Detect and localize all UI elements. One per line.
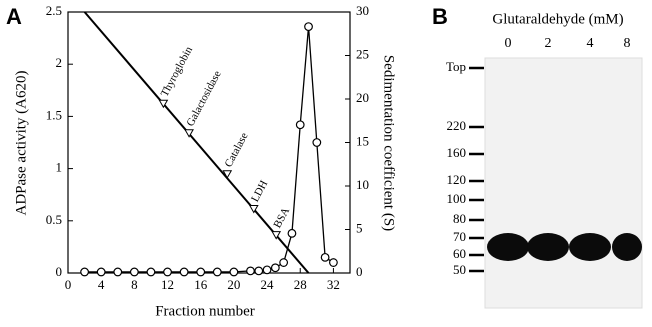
size-marker: 220 — [447, 118, 467, 133]
x-axis-label: Fraction number — [155, 303, 255, 319]
data-point — [272, 264, 280, 272]
lane-label: 8 — [624, 36, 631, 51]
y2-tick-label: 15 — [356, 133, 369, 148]
band — [569, 233, 611, 261]
x-tick-label: 28 — [294, 277, 307, 292]
data-point — [97, 268, 105, 276]
y2-tick-label: 10 — [356, 177, 369, 192]
panel-label: A — [6, 4, 22, 29]
figure: A B Fraction number ADPase activity (A62… — [0, 0, 652, 327]
size-marker: 80 — [453, 211, 466, 226]
panel-label: B — [432, 4, 448, 29]
x-tick-label: 24 — [261, 277, 275, 292]
data-point — [81, 268, 89, 276]
data-point — [114, 268, 122, 276]
x-tick-label: 16 — [194, 277, 208, 292]
y2-axis-label: Sedimentation coefficient (S) — [381, 55, 397, 231]
data-point — [330, 259, 338, 267]
size-marker: 70 — [453, 229, 466, 244]
size-marker: 120 — [447, 172, 467, 187]
y2-tick-label: 25 — [356, 46, 369, 61]
data-point — [247, 267, 255, 275]
size-marker: Top — [446, 59, 466, 74]
y-tick-label: 0 — [56, 264, 63, 279]
data-point — [280, 259, 288, 267]
data-point — [313, 139, 321, 147]
size-marker: 160 — [447, 145, 467, 160]
data-point — [180, 268, 188, 276]
y-tick-label: 2.5 — [46, 3, 62, 18]
x-tick-label: 4 — [98, 277, 105, 292]
lane-label: 2 — [545, 36, 552, 51]
standard-label: LDH — [249, 178, 270, 204]
data-point — [255, 267, 263, 275]
x-tick-label: 32 — [327, 277, 340, 292]
y-tick-label: 0.5 — [46, 212, 62, 227]
data-point — [131, 268, 139, 276]
gel — [485, 58, 642, 308]
band — [612, 233, 642, 261]
data-point — [296, 121, 304, 129]
band — [487, 233, 529, 261]
data-point — [147, 268, 155, 276]
data-point — [263, 266, 271, 274]
y2-tick-label: 0 — [356, 264, 363, 279]
y2-tick-label: 30 — [356, 3, 369, 18]
x-tick-label: 0 — [65, 277, 72, 292]
data-point — [213, 268, 221, 276]
standard-label: Catalase — [223, 131, 251, 170]
y-tick-label: 1.5 — [46, 107, 62, 122]
lane-label: 4 — [587, 36, 594, 51]
data-point — [288, 230, 296, 238]
y-tick-label: 1 — [56, 160, 63, 175]
y-axis-label: ADPase activity (A620) — [13, 71, 29, 216]
size-marker: 100 — [447, 191, 467, 206]
data-point — [164, 268, 172, 276]
x-tick-label: 8 — [131, 277, 138, 292]
x-tick-label: 20 — [227, 277, 240, 292]
standard-label: BSA — [271, 206, 292, 231]
y-tick-label: 2 — [56, 55, 63, 70]
size-marker: 60 — [453, 246, 466, 261]
x-tick-label: 12 — [161, 277, 174, 292]
data-point — [305, 23, 313, 31]
plot-frame — [68, 12, 350, 273]
lane-label: 0 — [505, 36, 512, 51]
gel-title: Glutaraldehyde (mM) — [492, 11, 623, 27]
data-point — [321, 254, 329, 262]
standard-label: Thyroglobin — [159, 44, 196, 99]
y2-tick-label: 5 — [356, 220, 363, 235]
data-point — [230, 268, 238, 276]
y2-tick-label: 20 — [356, 90, 369, 105]
standard-label: Galactosidase — [184, 69, 223, 129]
data-point — [197, 268, 205, 276]
size-marker: 50 — [453, 262, 466, 277]
series-line — [85, 27, 334, 272]
band — [527, 233, 569, 261]
